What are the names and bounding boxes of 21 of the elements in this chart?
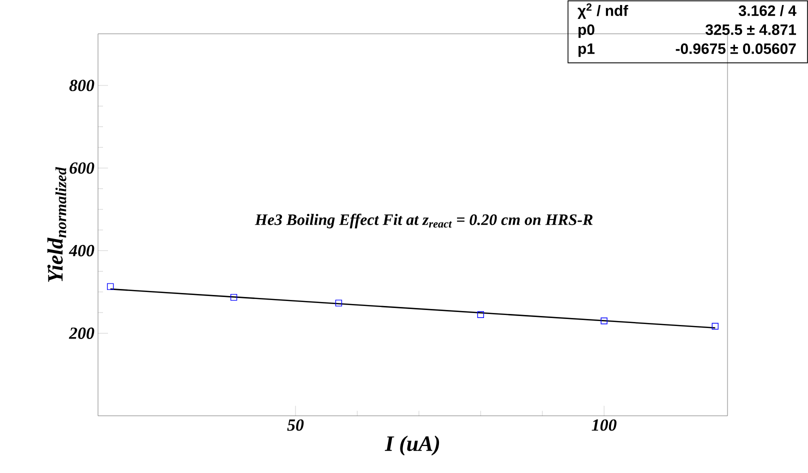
point: [230, 294, 238, 301]
x-tick-label: 100: [592, 419, 616, 431]
y-tick-label: 400: [68, 245, 94, 256]
x-tick-label: 50: [287, 419, 304, 431]
point: [335, 300, 342, 307]
point: [477, 311, 484, 318]
y-tick-label: 200: [68, 328, 94, 340]
text: 3.162 / 4: [738, 5, 796, 16]
annotation: -0.9675 ± 0.05607: [676, 43, 796, 54]
text: χ$^{2}$ / ndf: [578, 3, 628, 19]
annotation: 325.5 ± 4.871: [706, 24, 796, 36]
y-tick-label: 800: [69, 80, 94, 92]
y-tick-label: 600: [70, 162, 94, 174]
annotation: He3 Boiling Effect Fit at z$_{react}$ = 0.20 cm on HRS-R: [254, 214, 593, 228]
point: [600, 318, 608, 324]
y-axis-title: $\text{Yield}_{\text{normalized}}$: [47, 167, 66, 282]
point: [712, 322, 719, 330]
x-axis-title: I (uA): [384, 436, 440, 456]
annotation: p1: [578, 44, 595, 57]
annotation: p0: [578, 24, 594, 38]
point: [107, 283, 114, 290]
